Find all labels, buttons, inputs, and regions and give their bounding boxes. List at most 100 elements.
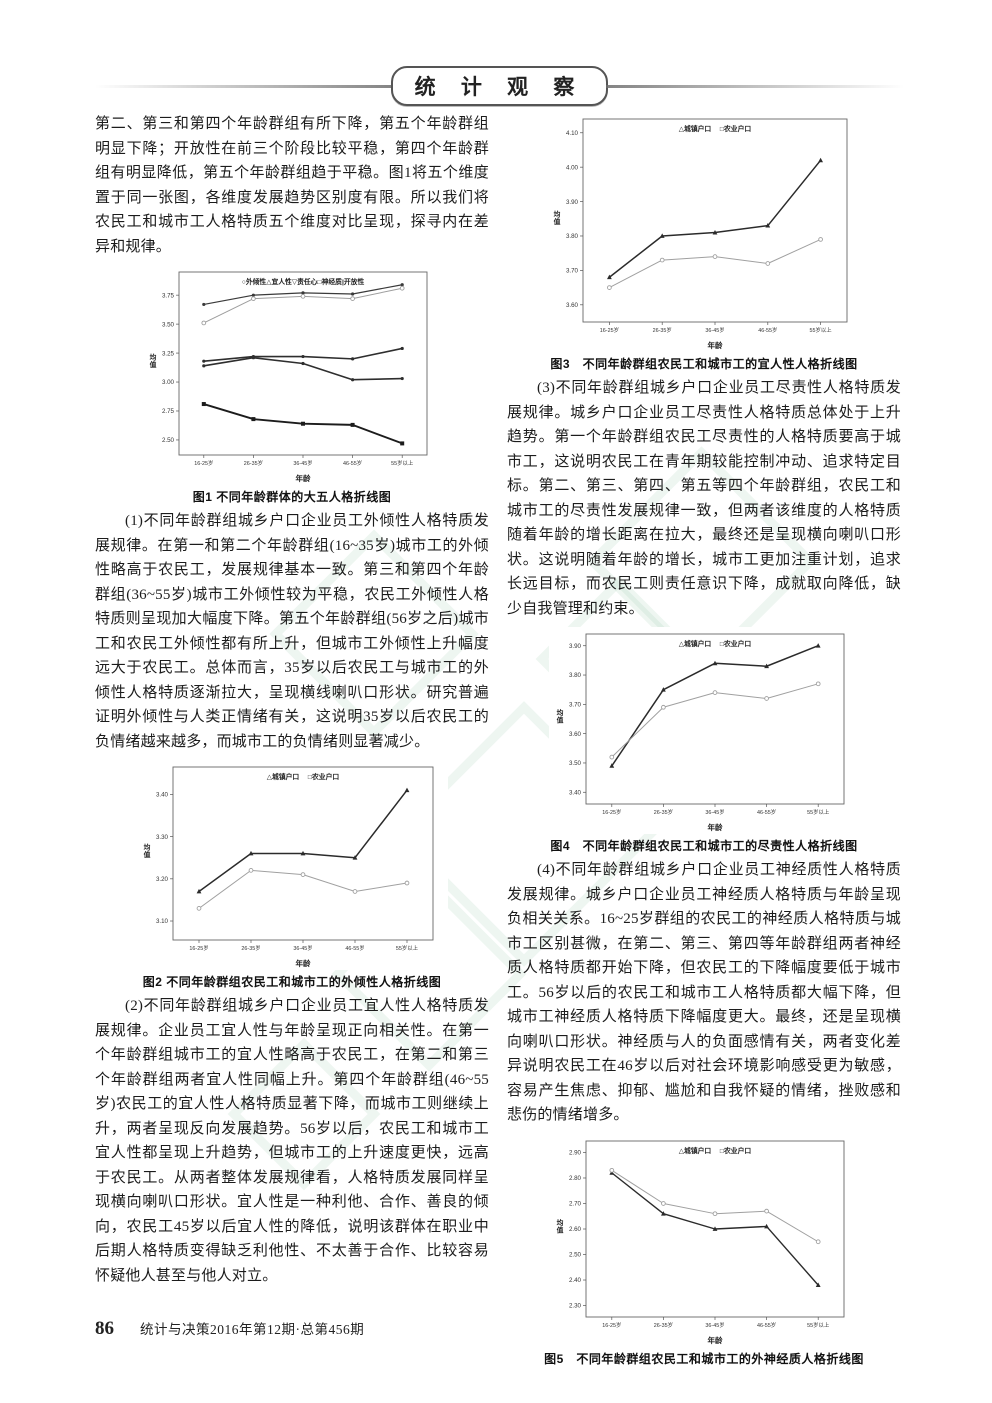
svg-text:55岁以上: 55岁以上 bbox=[396, 944, 419, 952]
figure-1-caption: 图1 不同年龄群体的大五人格折线图 bbox=[192, 490, 392, 504]
svg-text:3.40: 3.40 bbox=[569, 789, 582, 796]
page-header: 统 计 观 察 bbox=[95, 66, 904, 106]
svg-text:2.50: 2.50 bbox=[569, 1251, 582, 1258]
svg-text:2.80: 2.80 bbox=[569, 1175, 582, 1182]
page-number: 86 bbox=[95, 1318, 114, 1339]
section-title: 统 计 观 察 bbox=[414, 75, 585, 99]
svg-text:3.50: 3.50 bbox=[569, 760, 582, 767]
svg-text:55岁以上: 55岁以上 bbox=[807, 1321, 830, 1329]
svg-text:3.70: 3.70 bbox=[569, 702, 582, 709]
paragraph-4: (4)不同年龄群组城乡户口企业员工神经质性人格特质发展规律。城乡户口企业员工神经… bbox=[507, 862, 901, 1123]
svg-text:36-45岁: 36-45岁 bbox=[705, 326, 724, 334]
svg-text:均值: 均值 bbox=[144, 843, 151, 860]
svg-text:2.40: 2.40 bbox=[569, 1277, 582, 1284]
section-title-box: 统 计 观 察 bbox=[390, 66, 609, 106]
continuation-paragraph: 第二、第三和第四个年龄群组有所下降，第五个年龄群组明显下降；开放性在前三个阶段比… bbox=[95, 116, 489, 255]
svg-text:46-55岁: 46-55岁 bbox=[758, 326, 777, 334]
figure-4-chart: 3.90 3.80 3.70 3.60 3.50 3.40 16-25岁 26-35岁 36-4… bbox=[549, 627, 859, 834]
svg-text:26-35岁: 26-35岁 bbox=[244, 459, 263, 467]
svg-text:55岁以上: 55岁以上 bbox=[807, 808, 830, 816]
svg-text:26-35岁: 26-35岁 bbox=[241, 944, 260, 952]
svg-text:55岁以上: 55岁以上 bbox=[391, 459, 414, 467]
figure-3: 4.10 4.00 3.90 3.80 3.70 3.60 16-25岁 26-35岁 36-4… bbox=[507, 112, 901, 372]
figure-1: 3.75 3.50 3.25 3.00 2.75 2.50 16-25岁 26-35岁 36-4… bbox=[95, 265, 489, 505]
svg-text:36-45岁: 36-45岁 bbox=[293, 459, 312, 467]
svg-text:3.30: 3.30 bbox=[156, 834, 169, 841]
header-rule-right bbox=[606, 84, 904, 88]
header-rule-left bbox=[95, 84, 393, 88]
page-footer: 86 统计与决策2016年第12期·总第456期 bbox=[95, 1318, 364, 1340]
figure-2-caption: 图2 不同年龄群组农民工和城市工的外倾性人格折线图 bbox=[142, 975, 442, 989]
svg-text:2.70: 2.70 bbox=[569, 1200, 582, 1207]
svg-text:46-55岁: 46-55岁 bbox=[757, 808, 776, 816]
svg-text:△城镇户口 □农业户口: △城镇户口 □农业户口 bbox=[679, 1146, 752, 1155]
figure-5-chart: 2.90 2.80 2.70 2.60 2.50 2.40 2.30 16-25岁 26-35岁… bbox=[549, 1133, 859, 1347]
svg-text:均值: 均值 bbox=[150, 353, 157, 370]
figure-1-chart: 3.75 3.50 3.25 3.00 2.75 2.50 16-25岁 26-35岁 36-4… bbox=[142, 265, 442, 485]
svg-text:均值: 均值 bbox=[557, 708, 564, 725]
svg-text:3.80: 3.80 bbox=[569, 672, 582, 679]
svg-text:16-25岁: 16-25岁 bbox=[600, 326, 619, 334]
svg-text:3.20: 3.20 bbox=[156, 876, 169, 883]
svg-text:16-25岁: 16-25岁 bbox=[194, 459, 213, 467]
svg-text:3.75: 3.75 bbox=[162, 292, 175, 299]
svg-text:55岁以上: 55岁以上 bbox=[810, 326, 833, 334]
figure-3-chart: 4.10 4.00 3.90 3.80 3.70 3.60 16-25岁 26-35岁 36-4… bbox=[546, 112, 862, 352]
figure-4: 3.90 3.80 3.70 3.60 3.50 3.40 16-25岁 26-35岁 36-4… bbox=[507, 627, 901, 854]
paragraph-1: (1)不同年龄群组城乡户口企业员工外倾性人格特质发展规律。在第一和第二个年龄群组… bbox=[95, 513, 489, 750]
svg-text:36-45岁: 36-45岁 bbox=[705, 808, 724, 816]
svg-text:○外倾性△宜人性▽责任心□神经质|开放性: ○外倾性△宜人性▽责任心□神经质|开放性 bbox=[242, 277, 365, 286]
svg-text:2.75: 2.75 bbox=[162, 408, 175, 415]
svg-text:4.10: 4.10 bbox=[566, 130, 579, 137]
svg-text:3.00: 3.00 bbox=[162, 379, 175, 386]
figure-5-caption: 图5 不同年龄群组农民工和城市工的外神经质人格折线图 bbox=[544, 1351, 864, 1366]
svg-text:16-25岁: 16-25岁 bbox=[602, 808, 621, 816]
right-column: 4.10 4.00 3.90 3.80 3.70 3.60 16-25岁 26-35岁 36-4… bbox=[507, 112, 901, 1371]
svg-text:3.80: 3.80 bbox=[566, 233, 579, 240]
svg-text:2.90: 2.90 bbox=[569, 1149, 582, 1156]
svg-text:3.50: 3.50 bbox=[162, 321, 175, 328]
svg-text:△城镇户口 □农业户口: △城镇户口 □农业户口 bbox=[679, 124, 752, 133]
svg-text:36-45岁: 36-45岁 bbox=[293, 944, 312, 952]
svg-text:26-35岁: 26-35岁 bbox=[653, 326, 672, 334]
svg-text:3.40: 3.40 bbox=[156, 792, 169, 799]
svg-text:2.50: 2.50 bbox=[162, 437, 175, 444]
svg-text:46-55岁: 46-55岁 bbox=[343, 459, 362, 467]
figure-4-caption: 图4 不同年龄群组农民工和城市工的尽责性人格折线图 bbox=[550, 839, 858, 853]
figure-2: 3.40 3.30 3.20 3.10 16-25岁 26-35岁 36-45岁 46-55岁… bbox=[95, 760, 489, 990]
svg-text:均值: 均值 bbox=[557, 1218, 564, 1235]
svg-text:3.90: 3.90 bbox=[566, 199, 579, 206]
svg-text:△城镇户口 □农业户口: △城镇户口 □农业户口 bbox=[679, 639, 752, 648]
figure-3-caption: 图3 不同年龄群组农民工和城市工的宜人性人格折线图 bbox=[550, 357, 858, 371]
svg-text:年龄: 年龄 bbox=[708, 822, 723, 832]
svg-text:4.00: 4.00 bbox=[566, 164, 579, 171]
svg-text:46-55岁: 46-55岁 bbox=[345, 944, 364, 952]
svg-text:3.60: 3.60 bbox=[569, 731, 582, 738]
paragraph-2: (2)不同年龄群组城乡户口企业员工宜人性人格特质发展规律。企业员工宜人性与年龄呈… bbox=[95, 998, 489, 1284]
svg-text:年龄: 年龄 bbox=[296, 958, 311, 968]
journal-info: 统计与决策2016年第12期·总第456期 bbox=[140, 1322, 365, 1337]
left-column: 第二、第三和第四个年龄群组有所下降，第五个年龄群组明显下降；开放性在前三个阶段比… bbox=[95, 112, 489, 1371]
svg-text:36-45岁: 36-45岁 bbox=[705, 1321, 724, 1329]
svg-text:16-25岁: 16-25岁 bbox=[602, 1321, 621, 1329]
figure-5: 2.90 2.80 2.70 2.60 2.50 2.40 2.30 16-25岁 26-35岁… bbox=[507, 1133, 901, 1367]
svg-text:△城镇户口 □农业户口: △城镇户口 □农业户口 bbox=[267, 772, 340, 781]
svg-text:3.10: 3.10 bbox=[156, 918, 169, 925]
figure-2-chart: 3.40 3.30 3.20 3.10 16-25岁 26-35岁 36-45岁 46-55岁… bbox=[136, 760, 448, 970]
svg-text:16-25岁: 16-25岁 bbox=[189, 944, 208, 952]
svg-text:3.60: 3.60 bbox=[566, 302, 579, 309]
svg-text:均值: 均值 bbox=[554, 210, 561, 227]
svg-text:3.25: 3.25 bbox=[162, 350, 175, 357]
svg-text:年龄: 年龄 bbox=[708, 1335, 723, 1345]
two-column-body: 第二、第三和第四个年龄群组有所下降，第五个年龄群组明显下降；开放性在前三个阶段比… bbox=[95, 112, 901, 1371]
svg-text:2.60: 2.60 bbox=[569, 1226, 582, 1233]
svg-text:46-55岁: 46-55岁 bbox=[757, 1321, 776, 1329]
svg-text:年龄: 年龄 bbox=[708, 340, 723, 350]
svg-text:26-35岁: 26-35岁 bbox=[654, 808, 673, 816]
paragraph-3: (3)不同年龄群组城乡户口企业员工尽责性人格特质发展规律。城乡户口企业员工尽责性… bbox=[507, 380, 901, 617]
svg-text:26-35岁: 26-35岁 bbox=[654, 1321, 673, 1329]
svg-text:2.30: 2.30 bbox=[569, 1302, 582, 1309]
svg-text:年龄: 年龄 bbox=[296, 473, 311, 483]
svg-text:3.70: 3.70 bbox=[566, 268, 579, 275]
